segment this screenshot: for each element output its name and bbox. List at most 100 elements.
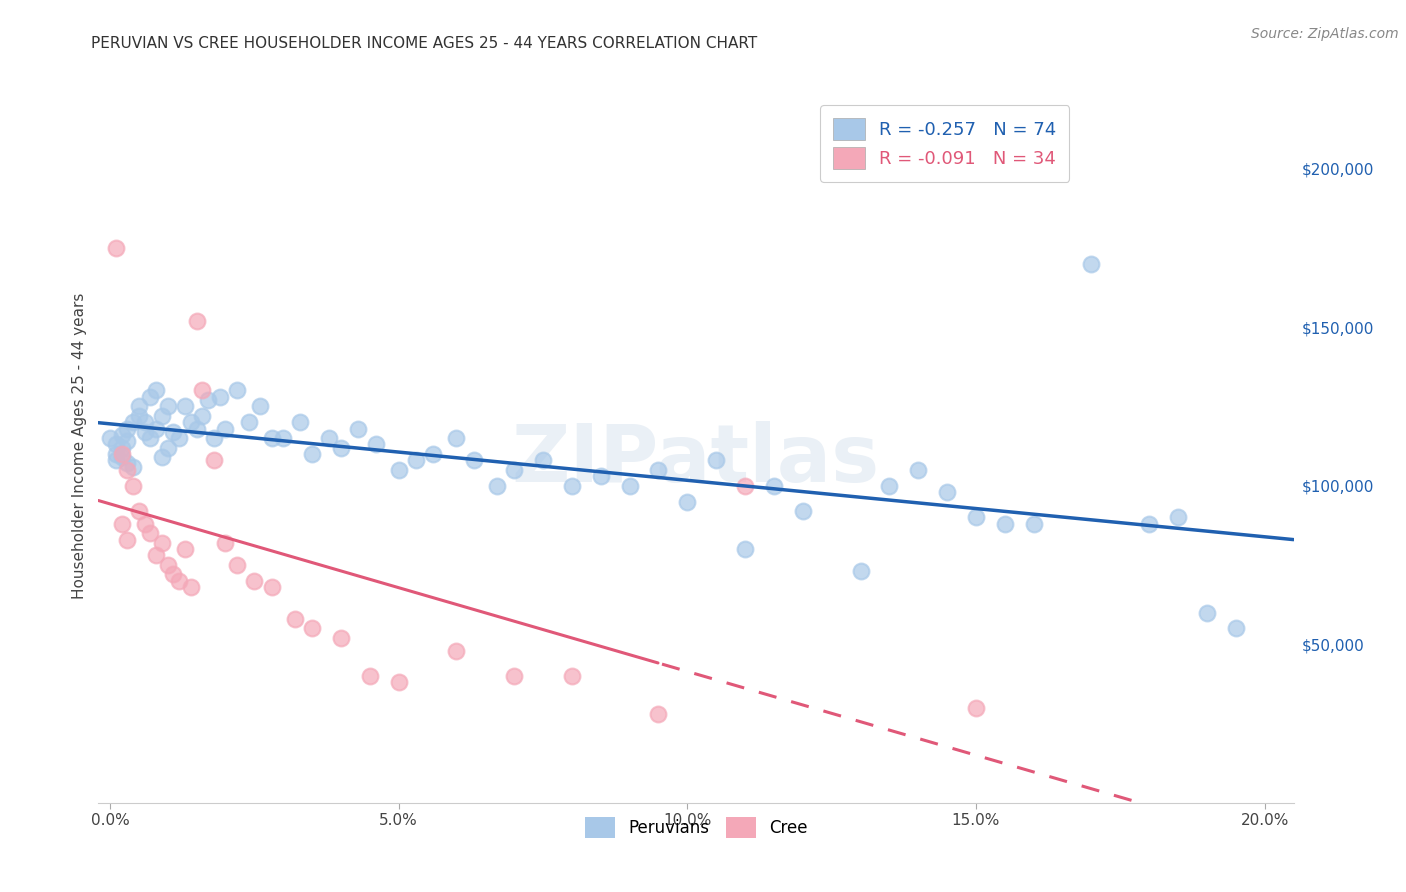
Point [214,535,236,549]
Point [561,478,583,492]
Point [1080,257,1102,271]
Point [150,450,173,464]
Point [139,431,162,445]
Point [174,400,197,414]
Point [422,447,444,461]
Point [734,542,756,557]
Point [260,580,283,594]
Point [110,447,132,461]
Point [128,400,150,414]
Point [446,431,468,445]
Point [238,415,260,429]
Point [110,428,132,442]
Point [1167,510,1189,524]
Y-axis label: Householder Income Ages 25 - 44 years: Householder Income Ages 25 - 44 years [72,293,87,599]
Point [676,494,699,508]
Point [145,384,167,398]
Point [1137,516,1160,531]
Point [405,453,427,467]
Point [156,400,179,414]
Point [463,453,485,467]
Point [128,504,150,518]
Point [301,447,323,461]
Point [647,463,669,477]
Point [214,421,236,435]
Text: Source: ZipAtlas.com: Source: ZipAtlas.com [1251,27,1399,41]
Point [226,384,249,398]
Point [145,549,167,563]
Point [150,535,173,549]
Point [329,631,352,645]
Point [191,409,214,423]
Point [879,478,901,492]
Point [174,542,197,557]
Point [110,441,132,455]
Point [329,441,352,455]
Point [647,706,669,721]
Point [1022,516,1045,531]
Legend: Peruvians, Cree: Peruvians, Cree [578,811,814,845]
Point [485,478,508,492]
Point [104,437,127,451]
Point [186,314,208,328]
Point [589,469,612,483]
Point [117,434,139,449]
Point [561,669,583,683]
Point [156,441,179,455]
Point [1225,621,1247,635]
Point [290,415,312,429]
Point [98,431,121,445]
Point [260,431,283,445]
Point [128,409,150,423]
Point [359,669,381,683]
Text: ZIPatlas: ZIPatlas [512,421,880,500]
Point [117,463,139,477]
Point [110,450,132,464]
Point [208,390,231,404]
Point [936,485,959,500]
Point [364,437,387,451]
Point [271,431,294,445]
Point [104,241,127,255]
Point [145,421,167,435]
Point [122,478,145,492]
Point [197,392,219,407]
Point [180,415,202,429]
Point [117,533,139,547]
Point [122,415,145,429]
Point [104,453,127,467]
Point [226,558,249,572]
Point [284,612,307,626]
Point [162,567,184,582]
Point [202,453,225,467]
Point [202,431,225,445]
Point [965,700,987,714]
Point [117,421,139,435]
Point [792,504,814,518]
Point [965,510,987,524]
Point [180,580,202,594]
Point [191,384,214,398]
Point [167,431,190,445]
Point [139,390,162,404]
Point [104,447,127,461]
Point [619,478,641,492]
Point [704,453,727,467]
Point [762,478,785,492]
Point [134,516,156,531]
Point [347,421,370,435]
Point [139,526,162,541]
Point [503,463,526,477]
Point [994,516,1017,531]
Point [301,621,323,635]
Point [446,643,468,657]
Point [150,409,173,423]
Point [318,431,340,445]
Point [907,463,929,477]
Point [134,425,156,439]
Point [167,574,190,588]
Point [186,421,208,435]
Point [243,574,266,588]
Text: PERUVIAN VS CREE HOUSEHOLDER INCOME AGES 25 - 44 YEARS CORRELATION CHART: PERUVIAN VS CREE HOUSEHOLDER INCOME AGES… [91,36,758,51]
Point [531,453,554,467]
